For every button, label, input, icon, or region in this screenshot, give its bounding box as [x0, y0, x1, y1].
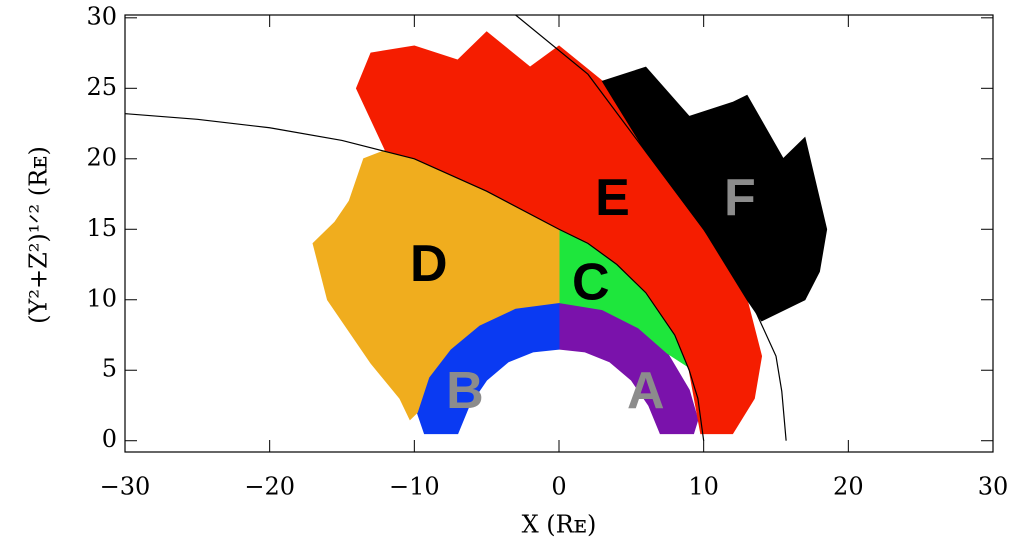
y-tick-label: 0 — [102, 425, 117, 453]
y-tick-label: 25 — [86, 73, 117, 101]
x-tick-label: −10 — [389, 473, 440, 501]
x-tick-label: 30 — [978, 473, 1009, 501]
y-tick-label: 30 — [86, 2, 117, 30]
region-label: C — [572, 253, 610, 311]
y-axis-label: (Y²+Z²)¹ᐟ² (Rᴇ) — [25, 146, 53, 324]
boundary-curve — [125, 113, 705, 441]
plot-area: A B C D E F — [125, 15, 828, 441]
x-tick-label: −30 — [100, 473, 151, 501]
x-axis-label: X (Rᴇ) — [522, 511, 597, 539]
x-tick-label: 20 — [833, 473, 864, 501]
y-tick-label: 5 — [102, 355, 117, 383]
region-label: A — [627, 362, 665, 420]
y-tick-label: 15 — [86, 214, 117, 242]
y-tick-label: 10 — [86, 284, 117, 312]
x-tick-label: 10 — [688, 473, 719, 501]
region-label: F — [724, 169, 756, 227]
region-area — [601, 66, 828, 322]
y-tick-label: 20 — [86, 143, 117, 171]
boundary-curve — [515, 15, 787, 441]
region-label: E — [595, 169, 630, 227]
region-label: B — [446, 362, 484, 420]
x-tick-label: 0 — [551, 473, 566, 501]
region-label: D — [410, 235, 448, 293]
x-tick-label: −20 — [244, 473, 295, 501]
